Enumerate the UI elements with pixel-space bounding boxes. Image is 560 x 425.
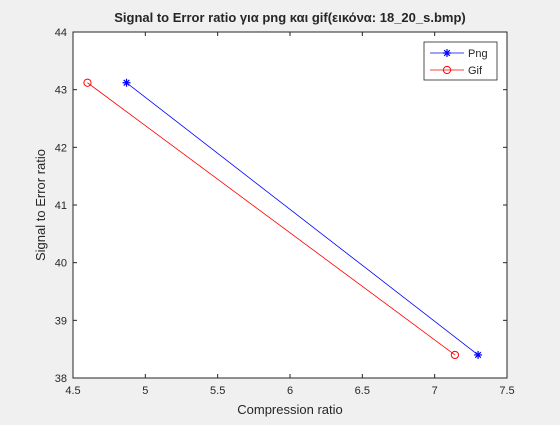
data-point-png: [474, 350, 483, 359]
y-tick-label: 43: [55, 85, 67, 97]
y-axis-label: Signal to Error ratio: [33, 149, 48, 261]
chart-title: Signal to Error ratio για png και gif(ει…: [114, 10, 466, 25]
legend: Png Gif: [423, 41, 498, 81]
axes-box: [72, 31, 508, 379]
x-tick-label: 5: [142, 385, 148, 397]
legend-items: Png Gif: [430, 48, 488, 77]
legend-box: [423, 41, 498, 81]
x-tick-label: 6.5: [355, 385, 370, 397]
legend-label-gif: Gif: [468, 65, 483, 77]
data-point-gif: [450, 350, 460, 360]
x-axis-ticks: 4.5 5 5.5 6 6.5 7 7.5: [65, 32, 515, 397]
legend-label-png: Png: [468, 48, 488, 60]
asterisk-stroke: [474, 351, 482, 359]
x-tick-label: 7.5: [499, 385, 514, 397]
series-line-gif: [87, 82, 456, 356]
x-tick-label: 7: [432, 385, 438, 397]
y-tick-label: 38: [55, 373, 67, 385]
x-tick-label: 6: [287, 385, 293, 397]
y-tick-label: 40: [55, 258, 67, 270]
asterisk-stroke: [443, 49, 451, 57]
legend-marker-gif: [442, 65, 452, 75]
series-layer: [83, 78, 483, 360]
y-tick-label: 41: [55, 200, 67, 212]
x-tick-label: 5.5: [210, 385, 225, 397]
asterisk-stroke: [123, 79, 130, 86]
x-tick-label: 4.5: [65, 385, 80, 397]
y-tick-label: 44: [55, 27, 67, 39]
data-point-png: [122, 78, 131, 87]
data-point-gif: [83, 78, 92, 87]
plot-area: [73, 32, 507, 378]
series-line-png: [126, 82, 479, 356]
x-axis-label: Compression ratio: [237, 402, 343, 417]
y-tick-label: 39: [55, 315, 67, 327]
y-tick-label: 42: [55, 142, 67, 154]
legend-marker-png: [443, 49, 451, 57]
